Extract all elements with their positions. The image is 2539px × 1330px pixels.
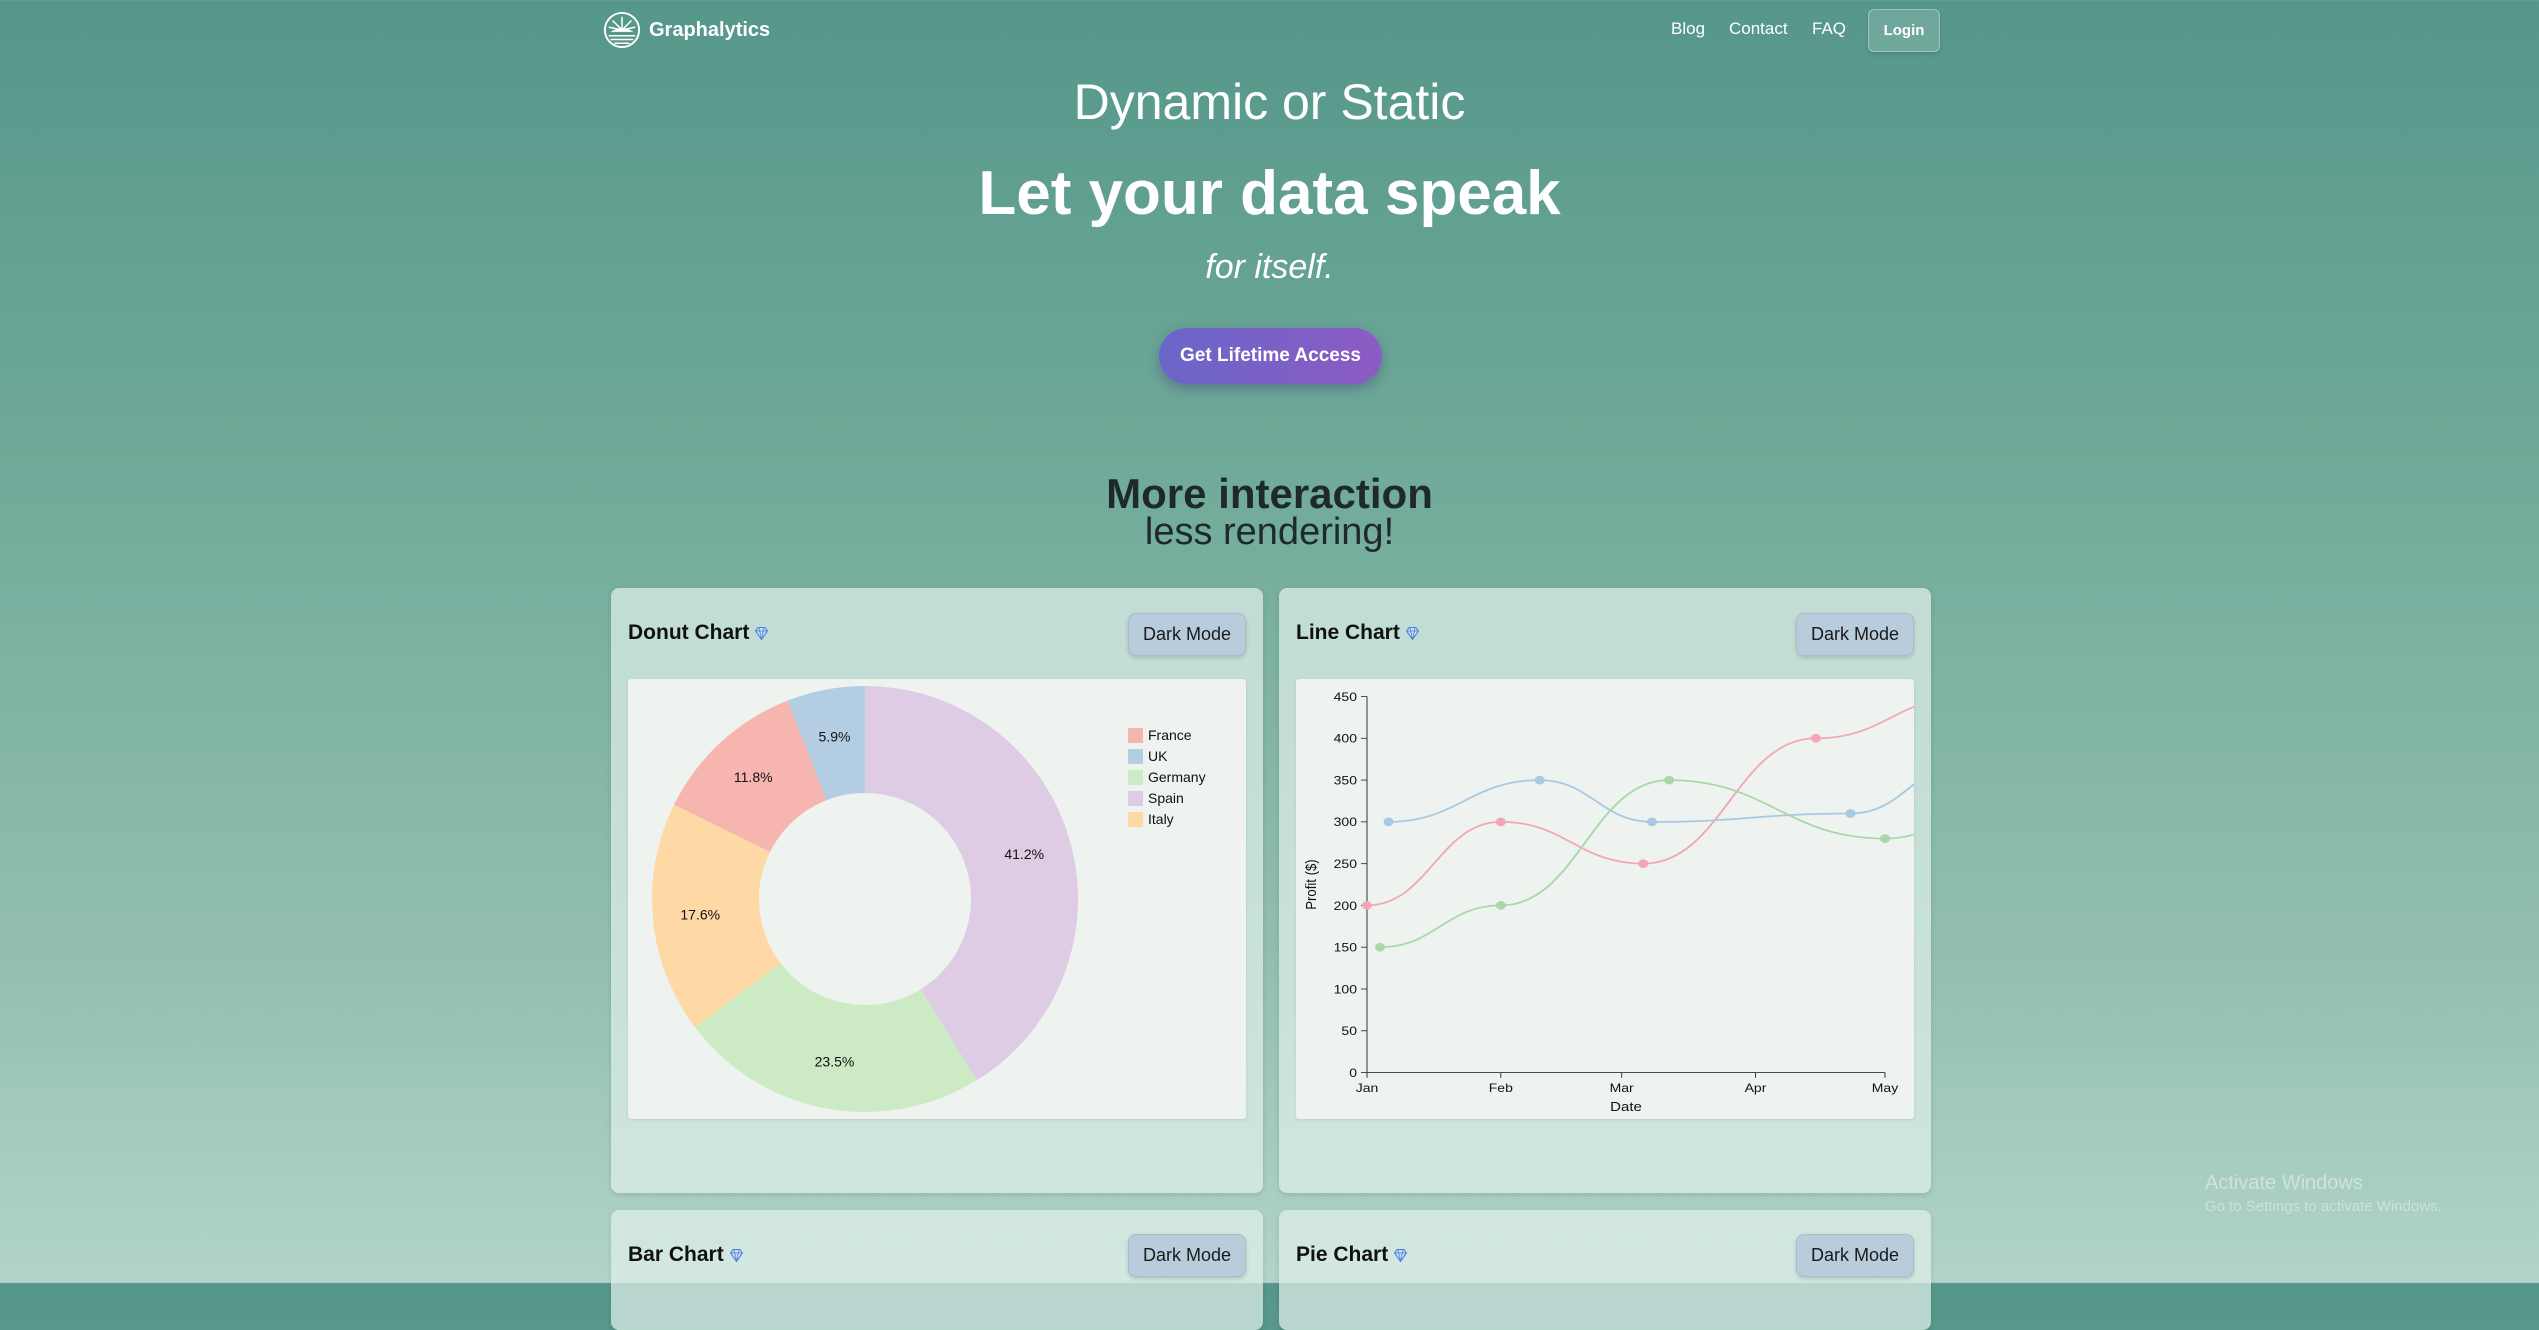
x-tick-label: Feb [1489, 1081, 1513, 1095]
y-tick-label: 100 [1334, 982, 1357, 996]
dark-mode-button[interactable]: Dark Mode [1796, 613, 1914, 656]
sunrise-logo-icon [603, 11, 641, 49]
x-axis-label: Date [1610, 1099, 1642, 1114]
line-chart: 0 50 100 150 200 250 300 350 400 450 Jan Feb Mar Apr M… [1302, 690, 1973, 1114]
windows-activation-hint: Go to Settings to activate Windows. [2205, 1198, 2442, 1215]
legend-swatch [1128, 790, 1143, 806]
get-lifetime-access-button[interactable]: Get Lifetime Access [1159, 328, 1382, 384]
line-point[interactable] [1534, 775, 1545, 785]
line-point[interactable] [1374, 942, 1385, 952]
line-chart-panel: 0 50 100 150 200 250 300 350 400 450 Jan Feb Mar Apr M… [1296, 679, 1973, 1119]
legend-label: Spain [1148, 790, 1184, 806]
y-tick-label: 250 [1334, 857, 1357, 871]
donut-slice-germany[interactable] [695, 962, 977, 1112]
legend-swatch [1128, 748, 1143, 764]
diamond-icon [729, 1248, 743, 1262]
donut-chart: 41.2% 23.5% 17.6% 11.8% 5.9% [652, 686, 1078, 1112]
line-series-2[interactable] [1388, 762, 1968, 823]
donut-value-label: 41.2% [1004, 846, 1044, 862]
donut-slice-italy[interactable] [652, 804, 781, 1028]
donut-value-label: 11.8% [734, 769, 773, 785]
legend-label: Germany [1148, 769, 1206, 785]
windows-activation-title: Activate Windows [2205, 1172, 2363, 1194]
legend-item-italy[interactable]: Italy [1128, 811, 1174, 827]
y-tick-label: 300 [1334, 815, 1357, 829]
card-title-text: Pie Chart [1296, 1243, 1389, 1266]
section-title: More interaction [1106, 470, 1433, 517]
y-tick-label: 0 [1349, 1066, 1357, 1080]
x-tick-label: Mar [1610, 1081, 1635, 1095]
line-point[interactable] [1383, 817, 1394, 827]
dark-mode-button[interactable]: Dark Mode [1796, 1234, 1914, 1277]
y-axis-label: Profit ($) [1302, 859, 1319, 909]
legend-swatch [1128, 811, 1143, 827]
card-title-text: Donut Chart [628, 621, 750, 644]
y-tick-label: 50 [1341, 1024, 1357, 1038]
section-subtitle: less rendering! [1144, 511, 1395, 553]
nav-link-faq[interactable]: FAQ [1812, 19, 1847, 38]
nav-link-blog[interactable]: Blog [1671, 19, 1706, 38]
top-nav: Graphalytics Blog Contact FAQ Login [0, 0, 2539, 60]
nav-link-contact[interactable]: Contact [1729, 19, 1788, 38]
diamond-icon [1405, 626, 1419, 640]
x-tick-label: Apr [1745, 1081, 1767, 1095]
legend-item-germany[interactable]: Germany [1128, 769, 1206, 785]
legend-label: France [1148, 727, 1192, 743]
y-tick-label: 400 [1334, 732, 1357, 746]
y-tick-label: 450 [1334, 690, 1357, 704]
card-title: Donut Chart [628, 621, 770, 645]
legend-item-france[interactable]: France [1128, 727, 1192, 743]
hero-pretitle: Dynamic or Static [1073, 74, 1466, 130]
y-tick-label: 200 [1334, 899, 1357, 913]
legend-label: UK [1148, 748, 1168, 764]
line-point[interactable] [1495, 901, 1506, 910]
line-point[interactable] [1880, 834, 1890, 843]
legend-swatch [1128, 769, 1143, 785]
line-point[interactable] [1638, 859, 1649, 869]
legend-item-uk[interactable]: UK [1128, 748, 1167, 764]
line-point[interactable] [1810, 733, 1821, 743]
pie-chart-card: Pie Chart Dark Mode [1279, 1210, 1931, 1330]
line-series-1[interactable] [1366, 695, 1968, 907]
line-point[interactable] [1845, 809, 1856, 818]
line-point[interactable] [1664, 775, 1675, 785]
card-title: Line Chart [1296, 621, 1421, 645]
dark-mode-button[interactable]: Dark Mode [1128, 613, 1246, 656]
x-tick-label: May [1872, 1081, 1899, 1095]
donut-value-label: 5.9% [819, 728, 851, 744]
y-tick-label: 350 [1334, 773, 1357, 787]
line-point[interactable] [1495, 817, 1506, 827]
login-button[interactable]: Login [1868, 9, 1940, 52]
legend-item-spain[interactable]: Spain [1128, 790, 1184, 806]
x-tick-label: Jan [1356, 1081, 1379, 1095]
card-title-text: Bar Chart [628, 1243, 724, 1266]
card-title: Bar Chart [628, 1243, 745, 1267]
donut-value-label: 17.6% [680, 907, 720, 923]
hero-subtitle: for itself. [1205, 248, 1334, 286]
brand-logo[interactable]: Graphalytics [603, 10, 770, 50]
diamond-icon [1394, 1248, 1408, 1262]
bar-chart-card: Bar Chart Dark Mode [611, 1210, 1263, 1330]
donut-slice-france[interactable] [674, 700, 827, 853]
diamond-icon [755, 626, 769, 640]
brand-name: Graphalytics [649, 18, 771, 41]
y-tick-label: 150 [1334, 940, 1357, 954]
dark-mode-button[interactable]: Dark Mode [1128, 1234, 1246, 1277]
donut-chart-panel: 41.2% 23.5% 17.6% 11.8% 5.9% France UK Germany… [628, 679, 1246, 1119]
donut-slice-uk[interactable] [787, 686, 865, 801]
line-point[interactable] [1646, 817, 1657, 827]
line-plot-area: 0 50 100 150 200 250 300 350 400 450 Jan Feb Mar Apr M… [1302, 690, 1973, 1114]
line-point[interactable] [1362, 901, 1372, 910]
card-title-text: Line Chart [1296, 621, 1400, 644]
legend-label: Italy [1148, 811, 1174, 827]
hero-title: Let your data speak [978, 159, 1561, 228]
donut-slice-spain[interactable] [865, 686, 1078, 1081]
card-title: Pie Chart [1296, 1243, 1409, 1267]
legend-swatch [1128, 727, 1143, 743]
donut-value-label: 23.5% [815, 1054, 855, 1070]
donut-chart-card: Donut Chart Dark Mode 41.2% 23.5% 17.6% 11.… [611, 588, 1263, 1193]
line-chart-card: Line Chart Dark Mode 0 50 100 150 200 250 300 3… [1279, 588, 1973, 1193]
